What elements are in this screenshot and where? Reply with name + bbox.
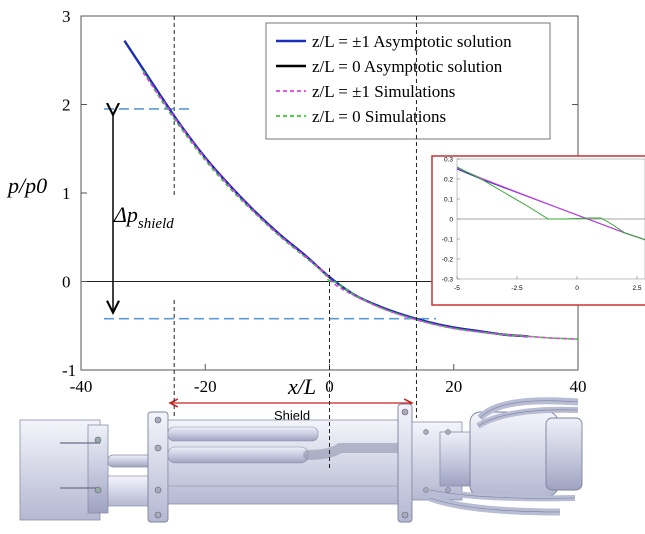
inset-y-tick-label: 0 (449, 217, 453, 224)
x-tick-group: -40 -20 0 20 40 (70, 364, 587, 396)
y-tick-label: 2 (62, 96, 71, 115)
y-tick-label: 3 (62, 7, 71, 26)
legend-label: z/L = 0 Simulations (312, 107, 446, 126)
y-tick-label: 0 (62, 273, 71, 292)
legend-box (265, 22, 551, 140)
legend-label: z/L = 0 Asymptotic solution (312, 57, 503, 76)
series-line-2 (142, 72, 578, 340)
x-tick-label: -40 (70, 377, 93, 396)
y-tick-label: 1 (62, 184, 71, 203)
x-tick-label: -20 (194, 377, 217, 396)
inset-y-tick-label: -0.2 (442, 257, 454, 264)
inset-y-tick-label: 0.3 (444, 157, 453, 164)
y-tick-group: -1 0 1 2 3 (62, 7, 578, 380)
inset-x-tick-label: -5 (454, 285, 460, 292)
x-tick-label: 40 (570, 377, 587, 396)
inset-x-tick-label: 2.5 (632, 285, 641, 292)
delta-label: Δpshield (113, 202, 174, 232)
inset-y-tick-label: 0.1 (444, 197, 453, 204)
inset-tick-group: 0.3 0.2 0.1 0 -0.1 -0.2 -0.3-5 -2.5 0 2.5 (442, 157, 642, 293)
inset-y-tick-label: -0.1 (442, 237, 454, 244)
inset-y-tick-label: 0.2 (444, 177, 453, 184)
legend: z/L = ±1 Asymptotic solution z/L = 0 Asym… (265, 22, 551, 140)
inset-y-tick-label: -0.3 (442, 277, 454, 284)
inset-series-line-1 (457, 167, 645, 241)
legend-label: z/L = ±1 Asymptotic solution (312, 32, 512, 51)
y-tick-label: -1 (62, 361, 76, 380)
y-axis-label: p/p0 (6, 173, 47, 198)
series-group (123, 40, 578, 340)
device-drawing (19, 397, 583, 523)
series-line-3 (142, 70, 578, 340)
reference-lines-lower (173, 16, 417, 470)
x-axis-label: x/L (287, 374, 316, 399)
main-chart: -1 0 1 2 3 -40 -20 0 20 40 p/p0 x/L Δpshield z/L… (6, 7, 587, 399)
inset-series-line-2 (457, 166, 645, 241)
inset-chart: 0.3 0.2 0.1 0 -0.1 -0.2 -0.3-5 -2.5 0 2.5 (431, 155, 645, 306)
inset-series-group (457, 166, 645, 241)
x-tick-label: 0 (325, 377, 334, 396)
legend-label: z/L = ±1 Simulations (312, 82, 455, 101)
shield-label: Shield (274, 408, 310, 423)
inset-x-tick-label: 0 (575, 285, 579, 292)
inset-border (431, 155, 645, 306)
inset-x-tick-label: -2.5 (511, 285, 523, 292)
x-tick-label: 20 (445, 377, 462, 396)
